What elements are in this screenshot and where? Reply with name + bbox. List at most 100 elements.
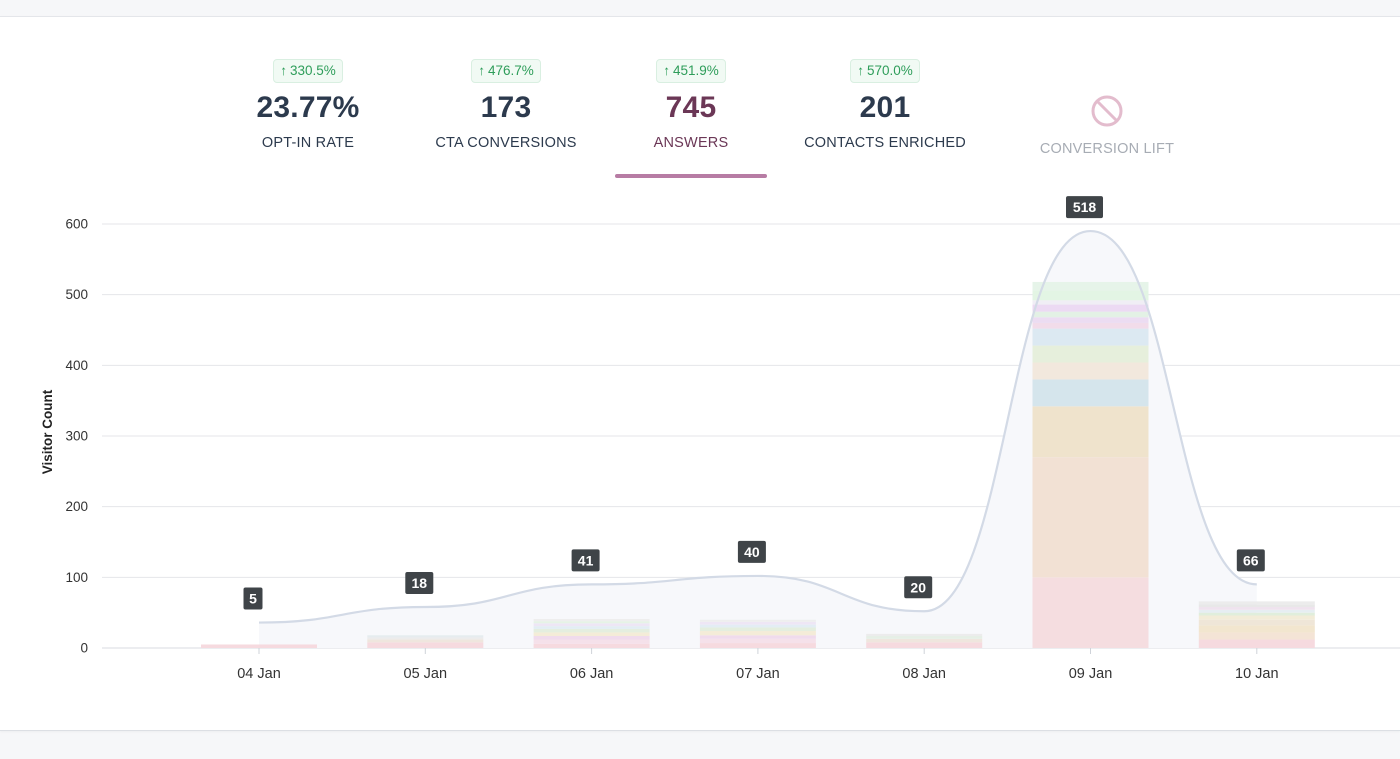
bar-segment (866, 635, 983, 639)
kpi-label: CONTACTS ENRICHED (804, 135, 966, 151)
bar-segment (1198, 632, 1315, 640)
data-label: 41 (571, 549, 600, 572)
bar-segment (1032, 345, 1149, 363)
bar-segment (533, 621, 650, 624)
data-label: 5 (243, 587, 263, 610)
kpi-label: ANSWERS (653, 135, 729, 151)
up-arrow-icon: ↑ (663, 63, 670, 78)
x-tick-label: 10 Jan (1235, 666, 1279, 682)
x-tick-label: 07 Jan (736, 666, 780, 682)
bar-segment (699, 643, 816, 648)
data-label-text: 66 (1243, 552, 1259, 568)
y-axis-label: Visitor Count (40, 389, 55, 474)
kpi-change-value: 451.9% (672, 63, 719, 78)
data-label: 518 (1066, 196, 1103, 219)
trend-area-fill (259, 231, 1257, 649)
bar-segment (1032, 304, 1149, 312)
bar-segment (533, 628, 650, 633)
kpi-label: OPT-IN RATE (261, 135, 355, 151)
bar-segment (201, 644, 317, 648)
kpi-change-value: 330.5% (289, 63, 336, 78)
kpi-change-value: 570.0% (866, 63, 913, 78)
x-axis-ticks: 04 Jan 05 Jan 06 Jan 07 Jan 08 Jan 09 Jan 10 J… (237, 648, 1279, 682)
x-tick-label: 04 Jan (237, 666, 281, 682)
bar-segment (699, 635, 816, 639)
data-label-box (737, 540, 766, 563)
bar-04-jan (201, 644, 317, 648)
bar-segment (533, 619, 650, 622)
bar-05-jan (367, 635, 484, 648)
bar-segment (1198, 604, 1315, 608)
bar-segment (1032, 379, 1149, 407)
kpi-value: 201 (859, 91, 911, 124)
data-label-box (243, 587, 263, 610)
kpi-change-value: 476.7% (487, 63, 534, 78)
y-tick-label: 500 (65, 287, 88, 302)
bar-segment (699, 619, 816, 622)
trend-area (259, 231, 1257, 649)
x-tick-label: 05 Jan (404, 666, 448, 682)
bar-segment (1198, 625, 1315, 633)
bar-segment (866, 633, 983, 636)
kpi-change-badge: ↑ 451.9% (656, 59, 726, 83)
data-label: 20 (904, 576, 933, 599)
bar-segment (1032, 317, 1149, 323)
bar-06-jan (533, 619, 650, 648)
disabled-icon (1091, 95, 1123, 127)
kpi-contacts-enriched[interactable]: ↑ 570.0% 201 CONTACTS ENRICHED (794, 59, 976, 151)
bar-segment (1198, 615, 1315, 620)
bar-segment (367, 642, 484, 648)
kpi-conversion-lift[interactable]: CONVERSION LIFT (1030, 94, 1184, 157)
bar-segment (1032, 577, 1149, 648)
bar-segment (699, 621, 816, 625)
bar-segment (1198, 601, 1315, 605)
kpi-opt-in-rate[interactable]: ↑ 330.5% 23.77% OPT-IN RATE (238, 59, 378, 151)
kpi-value: 173 (480, 91, 532, 124)
bar-07-jan (699, 619, 816, 648)
data-label-box (1066, 196, 1103, 219)
bars (201, 281, 1315, 648)
data-label-box (405, 572, 434, 595)
kpi-answers[interactable]: ↑ 451.9% 745 ANSWERS (621, 59, 761, 151)
bar-segment (1198, 607, 1315, 610)
data-label-box (904, 576, 933, 599)
data-label: 66 (1236, 549, 1265, 572)
bar-segment (533, 632, 650, 636)
bar-segment (1198, 619, 1315, 626)
data-label-box (571, 549, 600, 572)
up-arrow-icon: ↑ (478, 63, 485, 78)
bar-segment (1198, 609, 1315, 613)
data-label: 18 (405, 572, 434, 595)
up-arrow-icon: ↑ (280, 63, 287, 78)
data-label-box (1236, 549, 1265, 572)
bar-segment (367, 635, 484, 638)
bar-08-jan (866, 633, 983, 648)
bar-09-jan (1032, 281, 1149, 648)
y-tick-label: 0 (80, 641, 88, 656)
x-tick-label: 09 Jan (1069, 666, 1113, 682)
kpi-cta-conversions[interactable]: ↑ 476.7% 173 CTA CONVERSIONS (420, 59, 592, 151)
data-label-text: 518 (1073, 199, 1097, 215)
kpi-change-badge: ↑ 330.5% (273, 59, 343, 83)
kpi-label: CONVERSION LIFT (1039, 141, 1175, 157)
bar-segment (1032, 300, 1149, 305)
bar-segment (866, 638, 983, 643)
bar-segment (533, 635, 650, 640)
bar-segment (1198, 639, 1315, 648)
kpi-value: 745 (665, 91, 717, 124)
bar-segment (866, 642, 983, 648)
bar-segment (1032, 290, 1149, 301)
bar-segment (1032, 328, 1149, 346)
y-tick-label: 600 (65, 217, 88, 232)
bar-segment (699, 631, 816, 636)
x-tick-label: 08 Jan (902, 666, 946, 682)
bar-segment (533, 639, 650, 644)
bar-10-jan (1198, 601, 1315, 648)
bar-segment (533, 623, 650, 627)
bar-segment (533, 643, 650, 648)
kpi-value: 23.77% (256, 91, 360, 124)
bar-segment (533, 626, 650, 629)
kpi-label: CTA CONVERSIONS (435, 135, 577, 151)
